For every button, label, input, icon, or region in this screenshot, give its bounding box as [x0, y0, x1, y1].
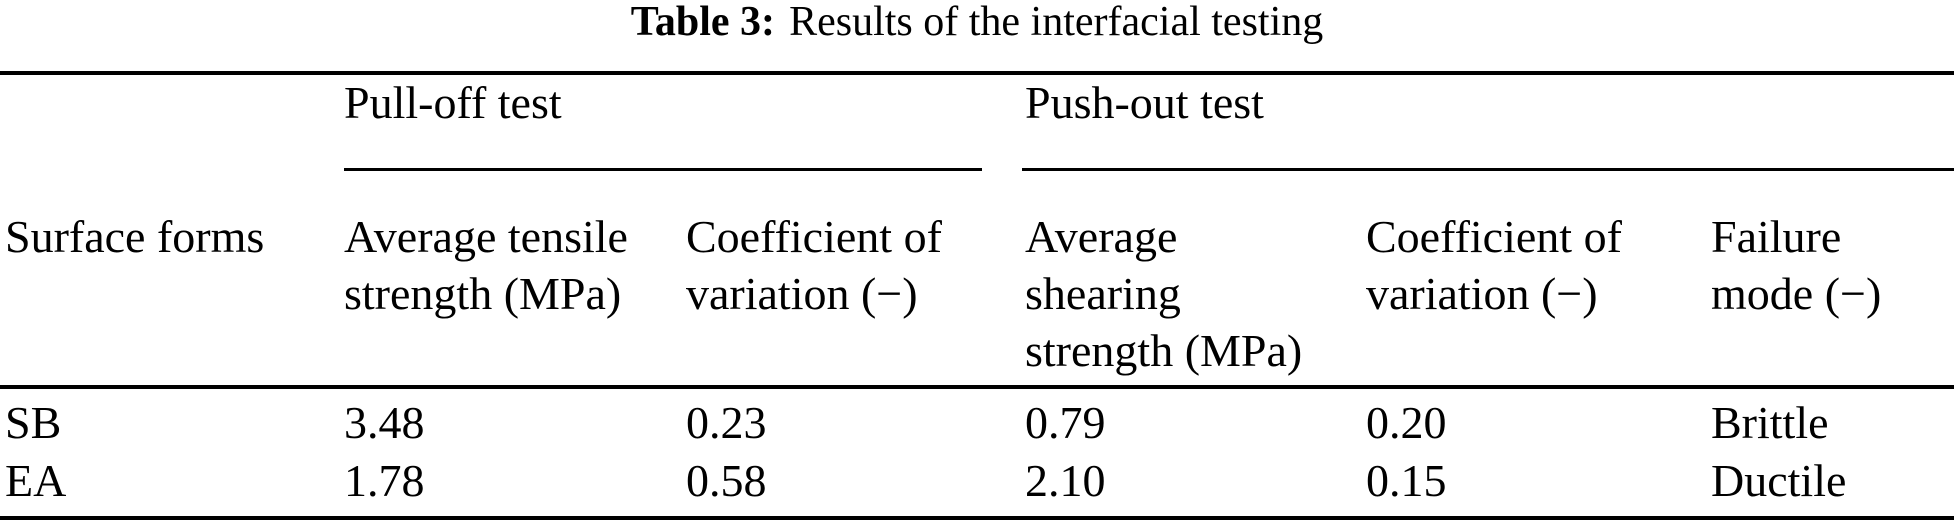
cell-average-shearing-strength: 0.79 — [1025, 397, 1106, 448]
column-header-surface-forms: Surface forms — [5, 211, 265, 262]
column-header-coefficient-of-variation-push-out: Coefficient of variation (−) — [1366, 208, 1622, 322]
cell-surface-form: SB — [5, 397, 62, 448]
table-caption-text: Results of the interfacial testing — [789, 0, 1324, 45]
column-header-average-tensile-strength: Average tensile strength (MPa) — [344, 208, 628, 322]
column-header-line: Coefficient of — [686, 211, 942, 262]
column-header-line: strength (MPa) — [1025, 325, 1303, 376]
column-header-line: variation (−) — [686, 268, 918, 319]
cell-average-tensile-strength: 3.48 — [344, 397, 425, 448]
column-header-failure-mode: Failure mode (−) — [1711, 208, 1881, 322]
cell-coefficient-of-variation-pull-off: 0.58 — [686, 455, 767, 506]
column-header-line: strength (MPa) — [344, 268, 622, 319]
group-header-push-out-test: Push-out test — [1025, 77, 1264, 128]
group-header-pull-off-test: Pull-off test — [344, 77, 562, 128]
column-header-line: mode (−) — [1711, 268, 1882, 319]
header-bottom-rule — [0, 385, 1954, 389]
column-header-line: Average — [1025, 211, 1178, 262]
table-caption: Table 3: Results of the interfacial testi… — [0, 0, 1954, 46]
push-out-span-rule — [1022, 168, 1954, 171]
column-header-line: Failure — [1711, 211, 1842, 262]
table-top-rule — [0, 71, 1954, 75]
column-header-line: Average tensile — [344, 211, 628, 262]
column-header-line: variation (−) — [1366, 268, 1598, 319]
column-header-coefficient-of-variation-pull-off: Coefficient of variation (−) — [686, 208, 942, 322]
cell-coefficient-of-variation-pull-off: 0.23 — [686, 397, 767, 448]
column-header-average-shearing-strength: Average shearing strength (MPa) — [1025, 208, 1302, 379]
cell-surface-form: EA — [5, 455, 67, 506]
cell-failure-mode: Ductile — [1711, 455, 1847, 506]
cell-average-shearing-strength: 2.10 — [1025, 455, 1106, 506]
table-caption-label: Table 3: — [630, 0, 776, 45]
pull-off-span-rule — [344, 168, 982, 171]
cell-failure-mode: Brittle — [1711, 397, 1829, 448]
cell-coefficient-of-variation-push-out: 0.20 — [1366, 397, 1447, 448]
column-header-line: Coefficient of — [1366, 211, 1622, 262]
column-header-line: shearing — [1025, 268, 1181, 319]
cell-average-tensile-strength: 1.78 — [344, 455, 425, 506]
cell-coefficient-of-variation-push-out: 0.15 — [1366, 455, 1447, 506]
table-bottom-rule — [0, 516, 1954, 520]
